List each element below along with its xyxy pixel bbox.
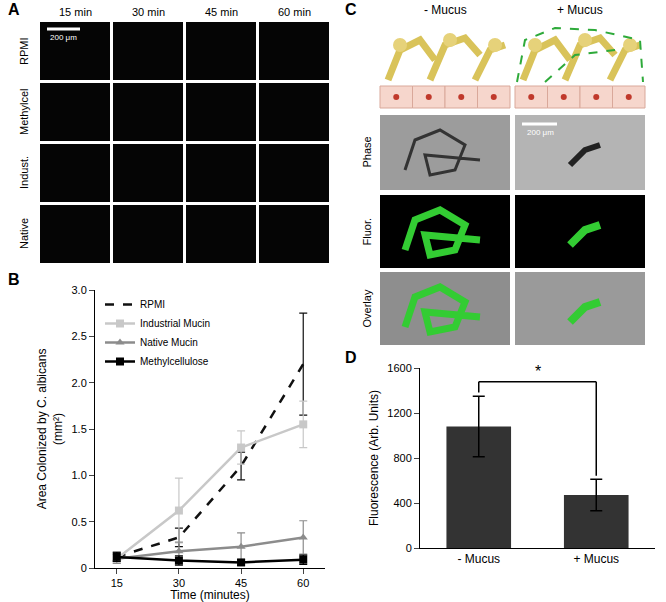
- svg-text:45: 45: [235, 577, 247, 589]
- svg-text:B: B: [8, 271, 20, 288]
- svg-text:Indust.: Indust.: [18, 156, 30, 189]
- svg-text:RPMI: RPMI: [18, 38, 30, 66]
- svg-text:3.0: 3.0: [72, 284, 87, 296]
- svg-text:800: 800: [393, 452, 411, 464]
- svg-text:Phase: Phase: [361, 136, 373, 167]
- svg-text:200 μm: 200 μm: [527, 128, 554, 137]
- svg-text:2.5: 2.5: [72, 330, 87, 342]
- svg-text:0.5: 0.5: [72, 516, 87, 528]
- svg-text:2.0: 2.0: [72, 377, 87, 389]
- svg-text:Methylcellulose: Methylcellulose: [140, 356, 209, 367]
- svg-text:15 min: 15 min: [59, 6, 92, 18]
- svg-text:45 min: 45 min: [205, 6, 238, 18]
- svg-text:- Mucus: - Mucus: [424, 3, 467, 17]
- svg-text:1.5: 1.5: [72, 423, 87, 435]
- svg-text:Methylcel: Methylcel: [18, 89, 30, 135]
- svg-text:- Mucus: - Mucus: [457, 552, 500, 566]
- svg-text:30: 30: [173, 577, 185, 589]
- svg-text:0: 0: [406, 542, 412, 554]
- svg-text:1200: 1200: [387, 407, 411, 419]
- svg-text:D: D: [345, 349, 357, 366]
- svg-text:+ Mucus: + Mucus: [573, 552, 619, 566]
- svg-text:30 min: 30 min: [132, 6, 165, 18]
- svg-text:Area Colonized by C. albicans(: Area Colonized by C. albicans(mm²): [35, 349, 65, 510]
- svg-text:Time (minutes): Time (minutes): [170, 588, 250, 602]
- svg-text:0: 0: [81, 562, 87, 574]
- svg-text:Fluor.: Fluor.: [361, 218, 373, 246]
- svg-text:Native: Native: [18, 218, 30, 249]
- svg-text:*: *: [535, 363, 541, 380]
- svg-text:Native Mucin: Native Mucin: [140, 337, 198, 348]
- svg-text:1600: 1600: [387, 362, 411, 374]
- svg-text:Fluorescence (Arb. Units): Fluorescence (Arb. Units): [367, 390, 381, 526]
- svg-text:1.0: 1.0: [72, 469, 87, 481]
- svg-text:C: C: [345, 1, 357, 18]
- svg-text:60: 60: [297, 577, 309, 589]
- svg-text:A: A: [8, 1, 20, 18]
- svg-text:200 μm: 200 μm: [50, 33, 77, 42]
- svg-text:15: 15: [111, 577, 123, 589]
- svg-text:RPMI: RPMI: [140, 299, 165, 310]
- svg-text:Industrial Mucin: Industrial Mucin: [140, 318, 210, 329]
- svg-text:400: 400: [393, 497, 411, 509]
- svg-text:Overlay: Overlay: [361, 289, 373, 327]
- svg-text:60 min: 60 min: [278, 6, 311, 18]
- svg-text:+ Mucus: + Mucus: [557, 3, 603, 17]
